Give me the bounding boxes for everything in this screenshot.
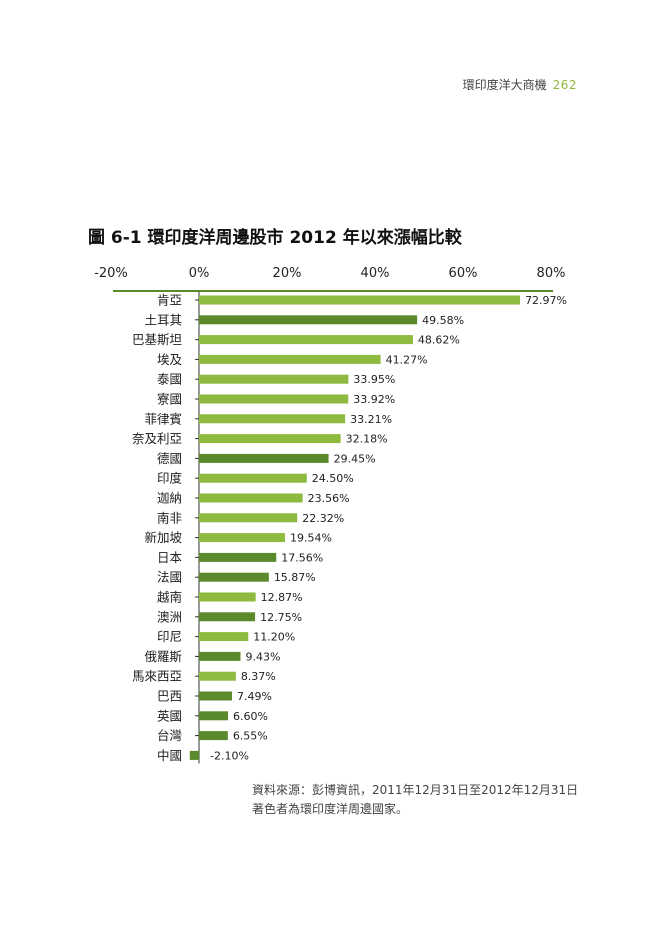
category-label: 巴基斯坦 [132,332,182,347]
data-label: 6.60% [233,710,268,723]
bar [199,711,229,721]
bar [199,473,307,483]
data-label: -2.10% [210,749,249,762]
data-label: 7.49% [237,690,272,703]
category-label: 俄羅斯 [144,649,182,664]
data-label: 48.62% [418,334,460,347]
bar [199,394,349,404]
category-label: 奈及利亞 [132,431,182,446]
data-label: 24.50% [312,472,354,485]
category-label: 印尼 [157,629,182,644]
data-label: 15.87% [274,571,316,584]
bar [199,651,241,661]
category-label: 台灣 [157,728,182,743]
category-label: 印度 [157,471,183,486]
x-tick-label: 60% [449,266,478,281]
data-label: 29.45% [334,452,376,465]
bar [199,414,346,424]
category-label: 埃及 [157,352,183,367]
bar [199,691,232,701]
data-label: 12.87% [261,591,303,604]
bar [199,354,381,364]
data-label: 41.27% [386,353,428,366]
bar [189,750,199,760]
category-label: 菲律賓 [144,411,182,426]
data-label: 33.21% [350,413,392,426]
bar [199,315,418,325]
category-label: 越南 [157,590,182,605]
figure-title: 圖 6-1 環印度洋周邊股市 2012 年以來漲幅比較 [88,228,462,248]
bar [199,552,277,562]
bar [199,731,228,741]
x-tick-label: 40% [361,266,390,281]
book-title: 環印度洋大商機 [462,78,547,92]
bar [199,295,521,305]
x-tick-label: -20% [94,266,128,281]
category-label: 澳洲 [157,609,182,624]
data-label: 19.54% [290,532,332,545]
bar [199,434,341,444]
x-tick-label: 20% [273,266,302,281]
bar [199,572,269,582]
data-label: 72.97% [525,294,567,307]
data-label: 33.95% [353,373,395,386]
category-label: 馬來西亞 [132,669,182,684]
category-label: 德國 [157,451,182,466]
data-label: 8.37% [241,670,276,683]
category-label: 中國 [157,748,182,763]
data-label: 22.32% [302,512,344,525]
data-label: 9.43% [245,650,280,663]
data-label: 6.55% [233,730,268,743]
x-tick-label: 0% [189,266,210,281]
category-label: 泰國 [157,372,182,387]
data-label: 23.56% [308,492,350,505]
category-label: 法國 [157,570,182,585]
category-label: 南非 [157,510,182,525]
category-label: 土耳其 [144,312,182,327]
category-label: 新加坡 [144,530,182,545]
source-note: 資料來源：彭博資訊，2011年12月31日至2012年12月31日 [252,783,579,797]
category-label: 英國 [157,708,182,723]
category-label: 巴西 [157,689,182,704]
bar [199,533,285,543]
bar [199,632,249,642]
bar [199,493,303,503]
category-label: 日本 [157,550,183,565]
data-label: 11.20% [253,631,295,644]
running-header: 環印度洋大商機 262 [463,76,577,93]
coloring-note: 著色者為環印度洋周邊國家。 [252,802,409,816]
bar [199,592,256,602]
data-label: 32.18% [346,433,388,446]
x-tick-label: 80% [537,266,566,281]
bar [199,335,413,345]
category-label: 寮國 [157,392,182,407]
page-number: 262 [552,78,577,92]
bar [199,513,298,523]
data-label: 12.75% [260,611,302,624]
data-label: 33.92% [353,393,395,406]
data-label: 17.56% [281,551,323,564]
data-label: 49.58% [422,314,464,327]
bar [199,671,236,681]
category-label: 迦納 [157,491,182,506]
category-label: 肯亞 [157,293,182,308]
bar [199,453,329,463]
bar [199,374,349,384]
bar [199,612,256,622]
